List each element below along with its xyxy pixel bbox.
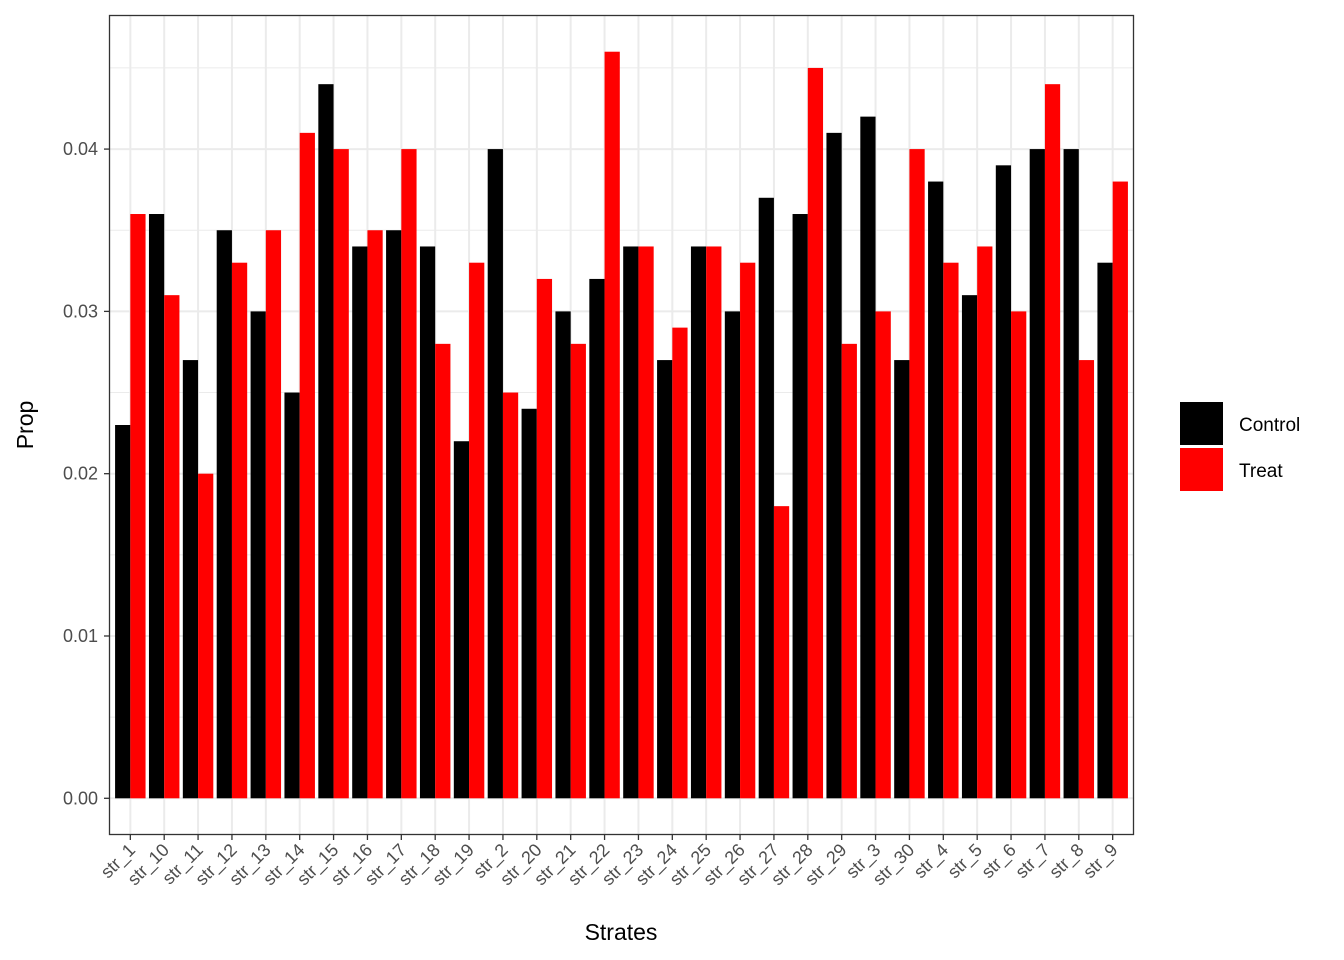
bar-treat-str-15 [333, 149, 349, 799]
y-axis: 0.00 0.01 0.02 0.03 0.04 [63, 139, 110, 808]
bar-treat-str-6 [1011, 311, 1027, 799]
bar-control-str-10 [148, 214, 165, 799]
bar-treat-str-20 [536, 278, 553, 799]
legend-label-treat: Treat [1239, 461, 1283, 482]
bar-treat-str-29 [841, 343, 857, 799]
bar-control-str-30 [894, 360, 910, 799]
bar-treat-str-5 [977, 246, 993, 799]
bar-treat-str-23 [638, 246, 654, 799]
legend-label-control: Control [1239, 415, 1300, 436]
bar-control-str-5 [961, 295, 978, 799]
bar-control-str-3 [860, 116, 876, 799]
bar-treat-str-4 [943, 262, 959, 799]
bar-treat-str-11 [198, 473, 214, 799]
bar-control-str-28 [792, 214, 808, 799]
bar-treat-str-2 [502, 392, 519, 799]
bar-control-str-1 [115, 425, 131, 799]
bar-control-str-7 [1029, 149, 1045, 799]
bar-control-str-12 [216, 230, 232, 799]
bar-treat-str-17 [401, 149, 417, 799]
bar-control-str-18 [419, 246, 436, 799]
bar-control-str-24 [657, 360, 673, 799]
bar-treat-str-25 [706, 246, 722, 799]
bar-treat-str-28 [807, 67, 824, 799]
bar-control-str-20 [521, 408, 537, 799]
y-tick-label: 0.04 [63, 139, 98, 159]
bar-control-str-6 [995, 165, 1012, 799]
y-tick-label: 0.01 [63, 626, 98, 646]
bar-treat-str-10 [164, 295, 180, 799]
bar-control-str-27 [758, 197, 774, 799]
bar-control-str-17 [386, 230, 402, 799]
bar-treat-str-3 [875, 311, 891, 799]
bar-treat-str-13 [265, 230, 282, 799]
bar-control-str-9 [1097, 262, 1113, 799]
bar-control-str-13 [250, 311, 266, 799]
legend-key-treat [1180, 448, 1223, 491]
bar-control-str-2 [487, 149, 503, 799]
legend: Control Treat [1180, 402, 1300, 491]
bar-control-str-26 [724, 311, 741, 799]
bar-control-str-14 [284, 392, 300, 799]
bar-control-str-15 [318, 84, 334, 799]
bar-treat-str-19 [469, 262, 485, 799]
legend-key-control [1180, 402, 1223, 445]
bars [115, 51, 1128, 799]
bar-treat-str-18 [435, 343, 451, 799]
y-tick-label: 0.03 [63, 301, 98, 321]
bar-control-str-22 [589, 278, 605, 799]
bar-treat-str-7 [1044, 84, 1061, 799]
bar-treat-str-16 [367, 230, 383, 799]
bar-treat-str-8 [1078, 360, 1095, 799]
bar-treat-str-26 [740, 262, 756, 799]
y-axis-title: Prop [12, 401, 38, 450]
bar-control-str-21 [555, 311, 571, 799]
y-tick-label: 0.00 [63, 788, 98, 808]
panel-border [108, 14, 1135, 836]
bar-treat-str-9 [1112, 181, 1128, 799]
y-tick-label: 0.02 [63, 464, 98, 484]
bar-control-str-16 [352, 246, 368, 799]
bar-control-str-23 [623, 246, 639, 799]
bar-treat-str-14 [299, 132, 315, 799]
bar-control-str-11 [182, 360, 199, 799]
bar-treat-str-22 [604, 51, 620, 799]
bar-control-str-4 [928, 181, 944, 799]
x-axis-title: Strates [585, 919, 658, 945]
bar-treat-str-12 [231, 262, 248, 799]
bar-control-str-19 [453, 441, 470, 799]
bar-treat-str-30 [909, 149, 925, 799]
bar-treat-str-1 [130, 214, 146, 799]
bar-control-str-29 [826, 132, 842, 799]
bar-control-str-8 [1063, 149, 1079, 799]
bar-control-str-25 [690, 246, 707, 799]
bar-treat-str-24 [672, 327, 688, 799]
bar-treat-str-27 [773, 506, 790, 799]
bar-treat-str-21 [570, 343, 586, 799]
